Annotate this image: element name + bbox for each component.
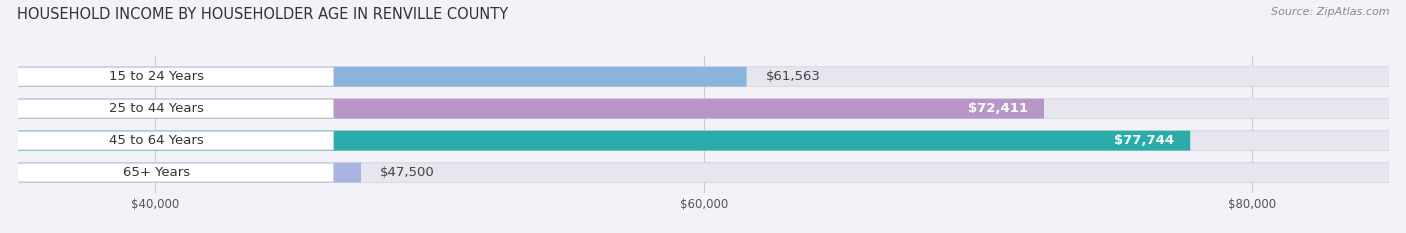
FancyBboxPatch shape <box>18 99 1045 119</box>
FancyBboxPatch shape <box>18 67 747 87</box>
FancyBboxPatch shape <box>4 67 333 86</box>
Text: Source: ZipAtlas.com: Source: ZipAtlas.com <box>1271 7 1389 17</box>
Text: 45 to 64 Years: 45 to 64 Years <box>110 134 204 147</box>
Text: HOUSEHOLD INCOME BY HOUSEHOLDER AGE IN RENVILLE COUNTY: HOUSEHOLD INCOME BY HOUSEHOLDER AGE IN R… <box>17 7 508 22</box>
Text: $72,411: $72,411 <box>967 102 1028 115</box>
Text: $61,563: $61,563 <box>766 70 821 83</box>
Text: $77,744: $77,744 <box>1114 134 1174 147</box>
FancyBboxPatch shape <box>18 67 1389 87</box>
FancyBboxPatch shape <box>4 163 333 182</box>
FancyBboxPatch shape <box>18 99 1389 119</box>
FancyBboxPatch shape <box>18 163 361 182</box>
Text: 25 to 44 Years: 25 to 44 Years <box>110 102 204 115</box>
FancyBboxPatch shape <box>4 131 333 150</box>
FancyBboxPatch shape <box>18 163 1389 182</box>
Text: 65+ Years: 65+ Years <box>122 166 190 179</box>
FancyBboxPatch shape <box>4 99 333 118</box>
FancyBboxPatch shape <box>18 131 1191 151</box>
FancyBboxPatch shape <box>18 131 1389 151</box>
Text: 15 to 24 Years: 15 to 24 Years <box>108 70 204 83</box>
Text: $47,500: $47,500 <box>380 166 434 179</box>
